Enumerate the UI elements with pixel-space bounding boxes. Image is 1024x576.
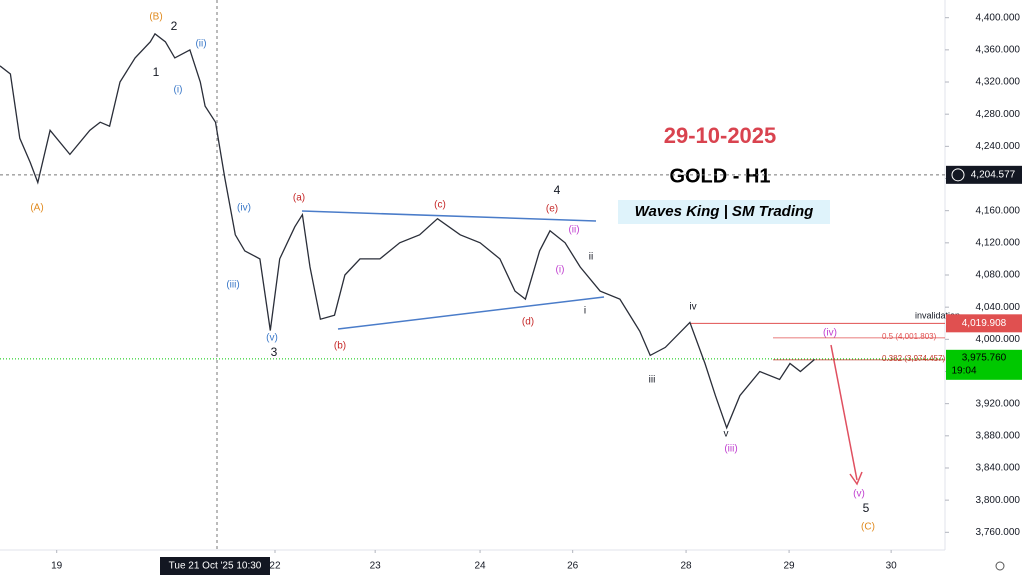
wave-label: (ii) [568,225,579,236]
subtitle: GOLD - H1 [669,165,770,187]
y-tick-label: 3,800.000 [976,495,1021,506]
crosshair-price-label: 4,204.577 [971,169,1016,180]
wave-label: ii [589,252,593,263]
wave-label: (c) [434,200,446,211]
y-tick-label: 4,280.000 [976,109,1021,120]
wave-label: (v) [853,489,865,500]
x-tick-label: 26 [567,561,579,572]
wave-label: 3 [271,345,278,359]
crosshair-price-box [946,165,1022,184]
wave-label: (iii) [724,444,737,455]
y-tick-label: 4,160.000 [976,205,1021,216]
wave-label: 2 [171,19,178,33]
wave-label: (i) [174,85,183,96]
x-tick-label: 22 [269,561,281,572]
wave-label: 1 [153,65,160,79]
y-tick-label: 4,000.000 [976,334,1021,345]
wave-label: (iii) [226,280,239,291]
x-tick-label: 19 [51,561,63,572]
wave-label: (d) [522,317,534,328]
trendline [337,296,605,330]
wave-label: (C) [861,522,875,533]
settings-icon[interactable] [995,561,1005,571]
y-tick-label: 4,080.000 [976,270,1021,281]
y-tick-label: 4,040.000 [976,302,1021,313]
caption-box [618,200,830,224]
wave-label: (A) [30,203,43,214]
wave-label: (e) [546,204,558,215]
last-price-tag [946,349,1022,380]
wave-label: iv [689,302,696,313]
crosshair-plus [951,168,965,182]
y-tick-label: 4,120.000 [976,237,1021,248]
level-name: invalidation [915,311,960,321]
y-tick-label: 4,360.000 [976,44,1021,55]
wave-label: i [584,306,586,317]
fib-label: 0.382 (3,974.457) [882,354,945,363]
price-line [0,32,816,430]
y-tick-label: 3,880.000 [976,430,1021,441]
x-tick-label: 28 [681,561,693,572]
x-tick-label: 30 [886,561,898,572]
wave-label: (ii) [195,39,206,50]
arrow [830,344,858,481]
price-tag [946,314,1022,333]
y-tick-label: 4,320.000 [976,77,1021,88]
wave-label: (iv) [823,328,837,339]
price-tag-label: 4,019.908 [962,318,1007,329]
wave-label: (v) [266,333,278,344]
caption: Waves King | SM Trading [635,203,814,220]
trendline [301,210,597,222]
x-tick-label: 24 [474,561,486,572]
wave-label: 5 [863,501,870,515]
y-tick-label: 3,840.000 [976,463,1021,474]
crosshair-x-box [160,557,270,575]
wave-label: v [724,429,729,440]
wave-label: 4 [554,183,561,197]
x-tick-label: 23 [370,561,382,572]
wave-label: iii [649,375,656,386]
wave-label: (iv) [237,203,251,214]
y-tick-label: 4,400.000 [976,12,1021,23]
wave-label: (B) [149,12,162,23]
wave-label: (b) [334,341,346,352]
wave-label: (a) [293,193,305,204]
title: 29-10-2025 [664,123,777,148]
arrow-head [849,471,863,486]
y-tick-label: 3,760.000 [976,527,1021,538]
crosshair-x-label: Tue 21 Oct '25 10:30 [169,561,262,572]
y-tick-label: 4,240.000 [976,141,1021,152]
last-price-label: 3,975.760 [962,352,1007,363]
wave-label: (i) [556,265,565,276]
x-tick-label: 29 [784,561,796,572]
countdown: 19:04 [951,365,976,376]
fib-label: 0.5 (4,001.803) [882,332,937,341]
y-tick-label: 3,920.000 [976,398,1021,409]
